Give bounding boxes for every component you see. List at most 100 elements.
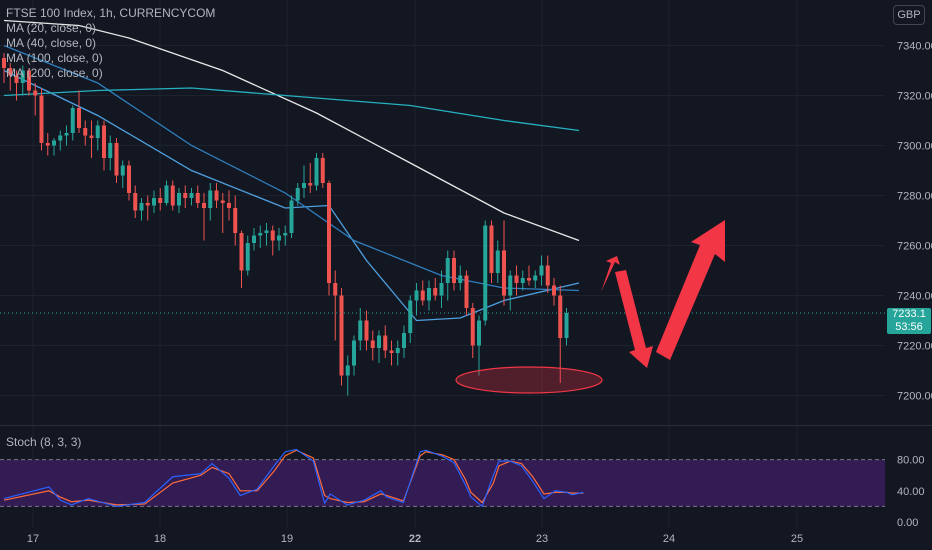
candle-body [27, 70, 31, 91]
candle-body [352, 340, 356, 366]
ma200-legend[interactable]: MA (200, close, 0) [6, 66, 103, 80]
candle-body [439, 283, 444, 296]
candle-body [483, 225, 488, 321]
time-tick-label: 22 [409, 533, 421, 545]
moving-averages [3, 19, 580, 322]
candle-body [52, 140, 56, 146]
candle-countdown: 53:56 [895, 321, 923, 333]
candle-body [358, 320, 363, 341]
candle-body [377, 335, 381, 348]
candle-body [364, 320, 369, 341]
ma100-legend[interactable]: MA (100, close, 0) [6, 51, 103, 65]
candle-body [258, 233, 263, 236]
candle-body [464, 275, 469, 308]
candle-body [552, 285, 556, 296]
candle-body [164, 185, 169, 203]
candle-body [533, 275, 538, 281]
candle-body [233, 208, 238, 233]
stoch-tick-label: 40.00 [897, 486, 925, 498]
current-price-value: 7233.1 [892, 308, 926, 320]
stoch-tick-label: 80.00 [897, 455, 925, 467]
candle-body [195, 193, 200, 203]
candle-body [514, 275, 519, 283]
ma20-line [3, 69, 580, 322]
candle-body [33, 90, 38, 96]
stoch-d-line [3, 449, 584, 506]
arrow-up-large [656, 220, 725, 360]
symbol-title[interactable]: FTSE 100 Index, 1h, CURRENCYCOM [6, 6, 216, 20]
candle-body [264, 230, 269, 233]
candle-body [202, 203, 206, 208]
candle-body [289, 200, 294, 233]
candle-body [145, 203, 150, 206]
candle-body [283, 233, 288, 236]
candle-body [320, 158, 325, 183]
candle-body [564, 313, 569, 338]
candle-body [520, 278, 525, 283]
candle-body [89, 135, 94, 138]
candle-body [452, 258, 456, 283]
candle-body [433, 288, 438, 296]
stochastic-pane [0, 448, 885, 508]
candles [0, 53, 885, 396]
candle-body [83, 128, 88, 136]
candle-body [239, 233, 244, 271]
ma40-legend[interactable]: MA (40, close, 0) [6, 36, 97, 50]
arrow-up-small [601, 256, 620, 292]
stoch-title[interactable]: Stoch (8, 3, 3) [6, 435, 82, 449]
candle-body [489, 225, 494, 273]
candle-body [502, 250, 506, 296]
candle-body [427, 288, 431, 301]
candle-body [314, 158, 319, 186]
candle-body [95, 125, 100, 138]
candle-body [245, 243, 250, 271]
price-axis[interactable]: 7340.00 7320.00 7300.00 7280.00 7260.00 7240.… [897, 41, 932, 530]
time-axis[interactable]: 17 18 19 22 23 24 25 [27, 533, 803, 545]
candle-body [58, 135, 63, 141]
candle-body [545, 265, 550, 286]
candle-body [383, 335, 388, 351]
candle-body [158, 198, 163, 203]
stoch-band [0, 459, 885, 507]
candle-body [539, 265, 544, 276]
candle-body [8, 68, 13, 76]
price-tick-label: 7200.00 [897, 391, 932, 403]
time-tick-label: 24 [663, 533, 675, 545]
price-tick-label: 7220.00 [897, 341, 932, 353]
currency-badge[interactable]: GBP [893, 5, 925, 25]
candle-body [220, 200, 225, 203]
price-tick-label: 7320.00 [897, 91, 932, 103]
ma200-line [3, 87, 580, 132]
ma20-legend[interactable]: MA (20, close, 0) [6, 21, 97, 35]
price-tick-label: 7260.00 [897, 241, 932, 253]
candle-body [470, 308, 475, 346]
stoch-tick-label: 0.00 [897, 517, 918, 529]
highlight-ellipse [455, 366, 603, 394]
candle-body [108, 143, 113, 158]
time-tick-label: 17 [27, 533, 39, 545]
price-tick-label: 7340.00 [897, 41, 932, 53]
arrow-down [615, 270, 653, 368]
current-price-label: 7233.1 53:56 [887, 308, 931, 334]
candle-body [152, 198, 156, 206]
candle-body [370, 340, 375, 348]
candle-body [133, 193, 138, 211]
time-tick-label: 25 [791, 533, 803, 545]
candle-body [189, 193, 194, 198]
time-tick-label: 18 [154, 533, 166, 545]
candle-body [114, 143, 119, 176]
ma40-line [3, 44, 580, 292]
candle-body [77, 108, 81, 128]
candle-body [408, 300, 413, 333]
candle-body [139, 203, 144, 211]
candle-body [295, 188, 300, 201]
candle-body [445, 258, 450, 283]
candle-body [414, 290, 419, 301]
candle-body [508, 275, 513, 296]
candle-body [177, 193, 181, 206]
candle-body [270, 230, 275, 241]
candle-body [420, 290, 425, 301]
candle-body [208, 190, 213, 208]
candle-body [339, 295, 344, 376]
